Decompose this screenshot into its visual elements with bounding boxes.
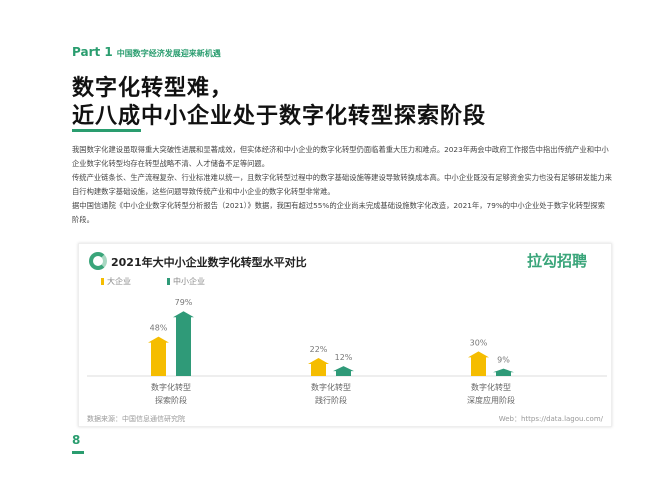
body-text: 我国数字化建设虽取得重大突破性进展和显著成效，但实体经济和中小企业的数字化转型仍…: [72, 143, 612, 227]
data-label: 9%: [497, 356, 510, 365]
legend-label: 中小企业: [173, 277, 205, 286]
category-label: 数字化转型: [151, 382, 191, 392]
page-title-line1: 数字化转型难，: [72, 76, 234, 101]
section-title: 中国数字经济发展迎来新机遇: [116, 49, 221, 58]
title-rest: 中小企业处于数字化转型探索阶段: [141, 104, 487, 129]
chart-source: 数据来源：中国信息通信研究院: [87, 415, 185, 423]
data-label: 48%: [150, 324, 168, 333]
legend-item: 大企业: [101, 276, 131, 287]
category-label: 探索阶段: [155, 395, 187, 405]
bar-arrow: [173, 311, 194, 376]
legend-label: 大企业: [107, 277, 131, 286]
page-number: 8: [72, 433, 81, 447]
category-label: 深度应用阶段: [467, 395, 515, 405]
paragraph: 我国数字化建设虽取得重大突破性进展和显著成效，但实体经济和中小企业的数字化转型仍…: [72, 145, 609, 168]
paragraph: 据中国信通院《中小企业数字化转型分析报告（2021）》数据，我国有超过55%的企…: [72, 201, 605, 224]
title-highlight: 近八成: [72, 104, 142, 132]
part-label: Part 1: [72, 45, 113, 59]
chart-web: Web：https://data.lagou.com/: [498, 415, 603, 423]
paragraph: 传统产业链条长、生产流程复杂、行业标准难以统一，且数字化转型过程中的数字基础设施…: [72, 173, 612, 196]
bar-arrow: [148, 336, 169, 376]
brand-logo: 拉勾招聘: [526, 252, 587, 270]
bar-arrow: [468, 351, 489, 376]
data-label: 30%: [470, 338, 488, 347]
chart-title: 2021年大中小企业数字化转型水平对比: [111, 256, 307, 269]
data-label: 22%: [310, 345, 328, 354]
data-label: 79%: [175, 298, 193, 307]
chart-card: 2021年大中小企业数字化转型水平对比 拉勾招聘 大企业 中小企业 48% 79%…: [78, 243, 612, 427]
ring-logo-icon: [89, 252, 107, 270]
section-header: Part 1 中国数字经济发展迎来新机遇: [72, 45, 221, 59]
bar-arrow: [308, 357, 329, 376]
legend-swatch: [101, 278, 104, 285]
bar-arrow: [333, 366, 354, 376]
data-label: 12%: [335, 353, 353, 362]
bar-arrow: [493, 368, 514, 376]
page-number-underline: [72, 451, 84, 454]
category-label: 践行阶段: [315, 395, 347, 405]
legend-item: 中小企业: [167, 276, 205, 287]
legend-swatch: [167, 278, 170, 285]
category-label: 数字化转型: [471, 382, 511, 392]
category-label: 数字化转型: [311, 382, 351, 392]
page-title-line2: 近八成中小企业处于数字化转型探索阶段: [72, 98, 487, 132]
